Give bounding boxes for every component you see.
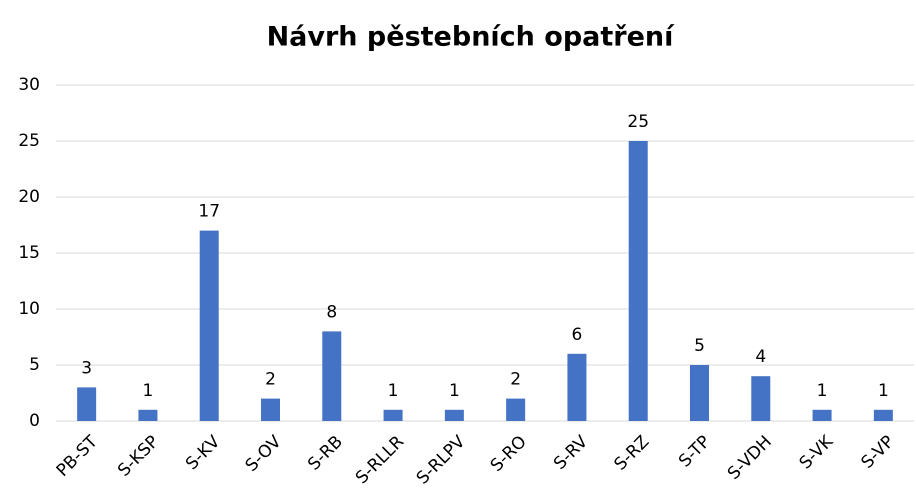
x-tick-label: S-RLPV [413,432,470,489]
x-tick-label: S-VP [858,432,899,473]
x-tick-label: S-KV [182,432,224,474]
data-label: 1 [878,381,889,401]
x-tick-label: S-RLLR [352,432,408,488]
x-tick-label: S-RO [487,432,531,476]
x-tick-label: S-VDH [724,432,776,484]
y-tick-label: 15 [18,243,40,263]
bar [322,331,342,421]
y-tick-label: 0 [29,411,40,431]
bar [383,409,403,421]
data-label: 4 [755,347,766,367]
bar [261,398,280,421]
data-label: 3 [81,358,92,378]
chart-title: Návrh pěstebních opatření [267,22,676,53]
bar [444,409,464,421]
y-tick-label: 5 [29,355,40,375]
data-label: 1 [143,381,154,401]
y-tick-label: 25 [18,131,40,151]
y-tick-label: 20 [18,187,40,207]
data-label: 17 [198,202,220,222]
bar [199,230,219,421]
data-label: 6 [572,325,583,345]
x-tick-label: S-TP [675,432,715,472]
data-label: 25 [627,112,649,132]
x-tick-label: S-RZ [611,432,654,475]
y-tick-label: 10 [18,299,40,319]
x-tick-label: S-OV [242,432,286,476]
bar [77,387,97,421]
data-label: 1 [817,381,828,401]
bar [751,376,771,421]
bar [628,141,648,421]
data-label: 2 [265,370,276,390]
y-tick-label: 30 [18,75,40,95]
data-label: 1 [449,381,460,401]
x-tick-label: S-VK [796,431,838,473]
bar [873,409,893,421]
data-label: 2 [510,370,521,390]
bar [506,398,526,421]
data-label: 1 [388,381,399,401]
bar [690,365,709,421]
bar [812,409,832,421]
bar [138,409,158,421]
data-label: 8 [326,302,337,322]
x-tick-label: S-RB [304,432,347,475]
x-tick-label: PB-ST [53,432,102,481]
x-tick-label: S-KSP [114,432,163,481]
x-tick-label: S-RV [550,432,592,474]
bar [567,353,587,421]
data-label: 5 [694,336,705,356]
